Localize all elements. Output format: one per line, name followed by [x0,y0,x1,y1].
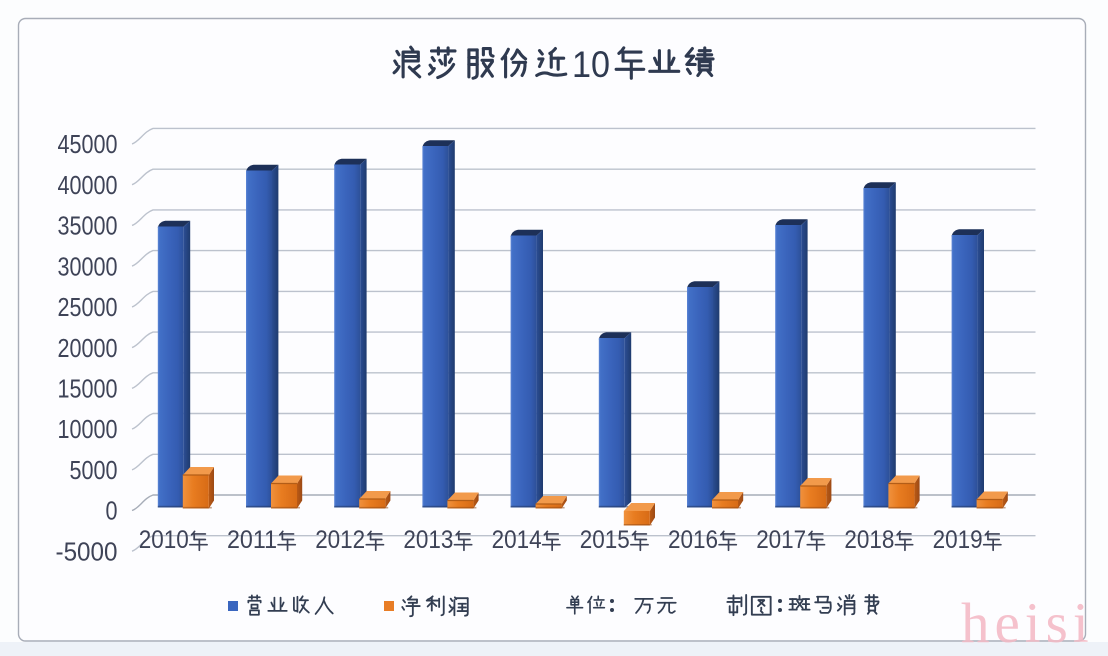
svg-text:30000: 30000 [58,251,118,281]
svg-text:2018: 2018 [844,526,894,554]
svg-text:2012: 2012 [315,526,365,554]
svg-text:2017: 2017 [756,526,806,554]
svg-text:45000: 45000 [58,129,118,159]
svg-text:5000: 5000 [70,455,118,485]
svg-text:2013: 2013 [403,526,453,554]
svg-text:2011: 2011 [227,526,277,554]
svg-text:0: 0 [106,496,118,526]
svg-text:40000: 40000 [58,170,118,200]
svg-text:-5000: -5000 [56,536,118,566]
svg-text:2015: 2015 [580,526,630,554]
svg-text:25000: 25000 [58,292,118,322]
svg-text:35000: 35000 [58,211,118,241]
svg-text:10: 10 [572,44,610,85]
svg-text:heisi: heisi [961,592,1094,655]
svg-text:2019: 2019 [933,526,983,554]
svg-text:15000: 15000 [58,374,118,404]
svg-text:20000: 20000 [58,333,118,363]
svg-text:2016: 2016 [668,526,718,554]
svg-text:2014: 2014 [492,526,542,554]
svg-text:2010: 2010 [139,526,189,554]
svg-text:10000: 10000 [58,414,118,444]
